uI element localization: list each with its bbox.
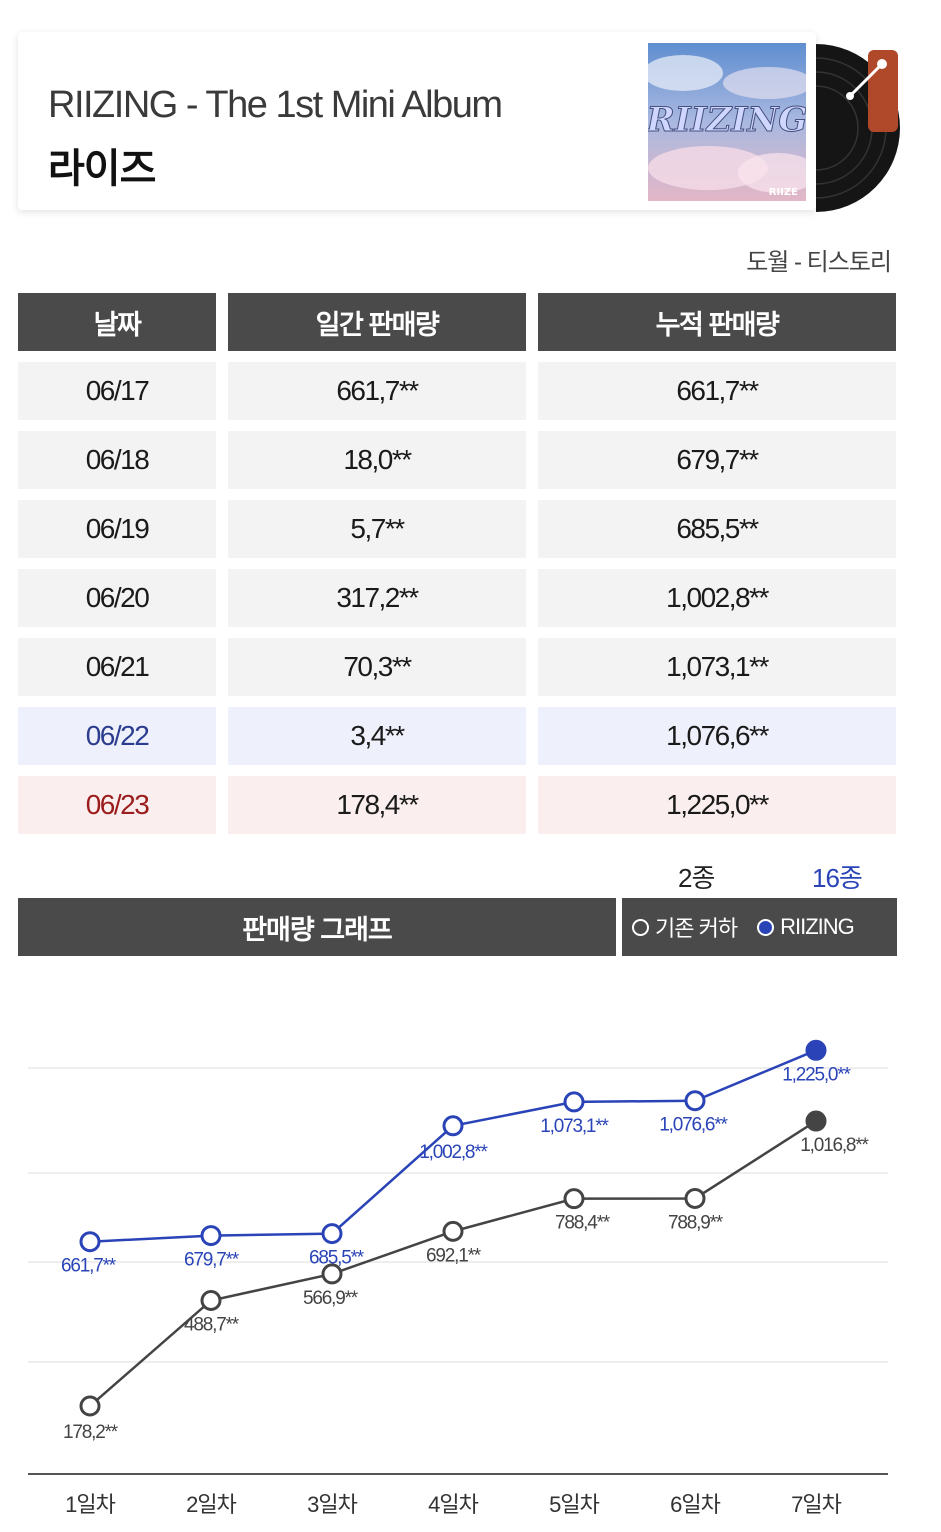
data-point-prev — [200, 1289, 222, 1311]
legend-marker-current — [757, 918, 775, 936]
chart-legend: 기존 커하 RIIZING — [622, 898, 897, 956]
table-cell-total: 1,225,0** — [538, 776, 896, 834]
data-point-current — [79, 1231, 101, 1253]
data-point-current — [200, 1225, 222, 1247]
data-label-prev: 488,7** — [184, 1314, 240, 1335]
table-cell-date: 06/22 — [18, 707, 216, 765]
table-cell-date: 06/21 — [18, 638, 216, 696]
table-cell-total: 661,7** — [538, 362, 896, 420]
table-header-cell: 날짜 — [18, 293, 216, 351]
table-cell-date: 06/23 — [18, 776, 216, 834]
data-label-current: 679,7** — [184, 1250, 240, 1271]
data-point-current — [442, 1115, 464, 1137]
cover-title-text: RIIZING — [648, 100, 806, 140]
table-header-cell: 누적 판매량 — [538, 293, 896, 351]
x-tick-label: 5일차 — [549, 1492, 599, 1517]
cover-brand-text: RIIZE — [769, 187, 798, 198]
graph-title: 판매량 그래프 — [18, 898, 616, 956]
legend-label-current: RIIZING — [780, 914, 855, 939]
data-label-current: 685,5** — [309, 1248, 365, 1269]
album-cover-image: RIIZING RIIZE — [648, 43, 806, 201]
data-label-current: 1,225,0** — [782, 1064, 851, 1085]
x-tick-label: 2일차 — [186, 1492, 236, 1517]
legend-count-prev: 2종 — [678, 863, 715, 893]
table-header-cell: 일간 판매량 — [228, 293, 526, 351]
data-point-prev — [442, 1220, 464, 1242]
legend-marker-prev — [632, 918, 649, 936]
data-point-prev — [805, 1110, 827, 1132]
x-tick-label: 6일차 — [670, 1492, 720, 1517]
table-cell-total: 679,7** — [538, 431, 896, 489]
table-cell-date: 06/19 — [18, 500, 216, 558]
sales-line-chart: 1일차 2일차 3일차 4일차 5일차 6일차 7일차 178,2** 488,7** 566,9… — [28, 1039, 888, 1517]
table-cell-daily: 3,4** — [228, 707, 526, 765]
data-point-prev — [79, 1395, 101, 1417]
x-tick-label: 4일차 — [428, 1492, 478, 1517]
data-point-current — [563, 1091, 585, 1113]
legend-label-prev: 기존 커하 — [655, 916, 738, 941]
table-cell-total: 1,076,6** — [538, 707, 896, 765]
data-label-prev: 692,1** — [426, 1245, 482, 1266]
data-point-current — [684, 1090, 706, 1112]
data-label-prev: 1,016,8** — [800, 1135, 869, 1156]
data-point-prev — [321, 1263, 343, 1285]
table-cell-daily: 70,3** — [228, 638, 526, 696]
data-label-current: 1,002,8** — [419, 1142, 488, 1163]
data-label-current: 1,073,1** — [540, 1116, 609, 1137]
data-label-prev: 566,9** — [303, 1288, 359, 1309]
data-point-prev — [563, 1188, 585, 1210]
x-tick-label: 7일차 — [791, 1492, 841, 1517]
table-cell-date: 06/18 — [18, 431, 216, 489]
table-cell-daily: 317,2** — [228, 569, 526, 627]
table-cell-total: 1,002,8** — [538, 569, 896, 627]
x-tick-label: 3일차 — [307, 1492, 357, 1517]
legend-item-current: RIIZING — [757, 914, 855, 940]
data-label-current: 661,7** — [61, 1256, 117, 1277]
vinyl-record-icon — [816, 44, 900, 212]
table-cell-daily: 661,7** — [228, 362, 526, 420]
data-label-prev: 178,2** — [63, 1422, 119, 1443]
legend-count-current: 16종 — [812, 863, 863, 893]
album-title: RIIZING - The 1st Mini Album — [48, 84, 503, 126]
table-cell-daily: 18,0** — [228, 431, 526, 489]
x-tick-label: 1일차 — [65, 1492, 115, 1517]
source-credit: 도월 - 티스토리 — [746, 249, 892, 276]
legend-item-prev: 기존 커하 — [632, 911, 738, 943]
table-cell-total: 1,073,1** — [538, 638, 896, 696]
table-cell-daily: 5,7** — [228, 500, 526, 558]
table-cell-total: 685,5** — [538, 500, 896, 558]
data-point-current — [321, 1223, 343, 1245]
table-cell-daily: 178,4** — [228, 776, 526, 834]
data-point-prev — [684, 1187, 706, 1209]
table-cell-date: 06/20 — [18, 569, 216, 627]
table-cell-date: 06/17 — [18, 362, 216, 420]
data-label-prev: 788,4** — [555, 1213, 611, 1234]
data-point-current — [805, 1039, 827, 1061]
data-label-current: 1,076,6** — [659, 1115, 728, 1136]
data-label-prev: 788,9** — [668, 1212, 724, 1233]
artist-name: 라이즈 — [48, 147, 156, 191]
